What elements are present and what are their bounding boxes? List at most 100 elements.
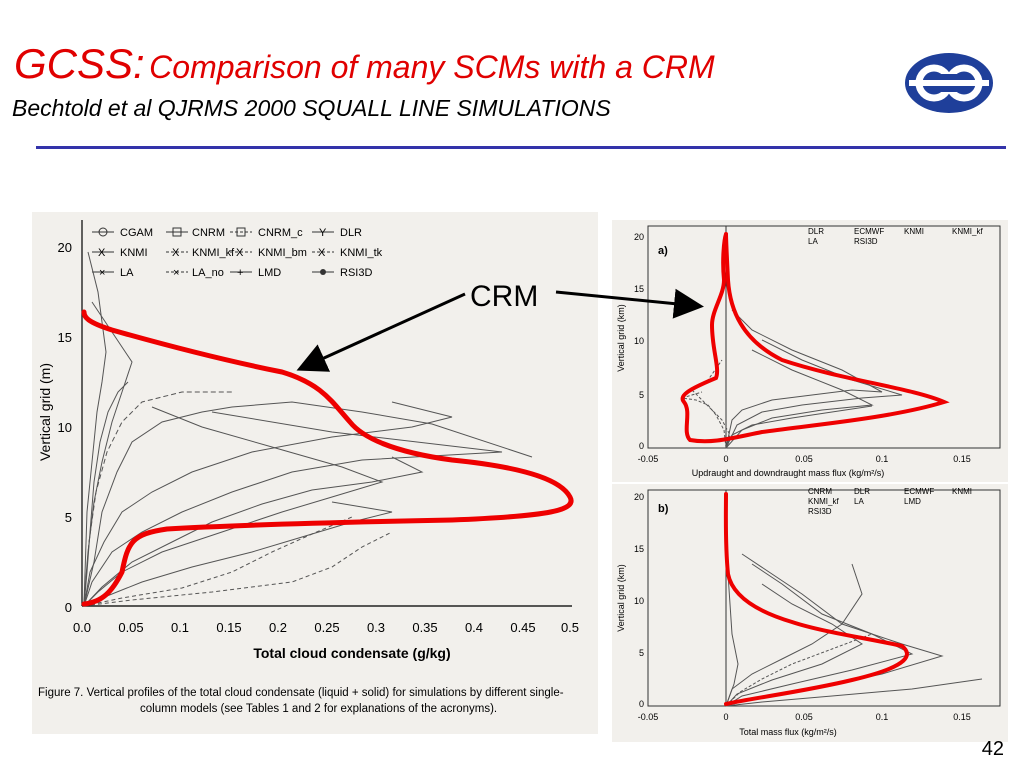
- ytick: 0: [639, 441, 644, 451]
- legend-item: LMD: [258, 267, 281, 279]
- ecmwf-logo-icon: [905, 53, 993, 113]
- xtick: 0: [723, 454, 728, 464]
- legend-item: LMD: [904, 497, 921, 506]
- right-bottom-model-profiles: [725, 553, 983, 707]
- title-rest: Comparison of many SCMs with a CRM: [149, 49, 715, 85]
- title-divider: [36, 146, 1006, 149]
- left-y-ticks: 0 5 10 15 20: [58, 240, 72, 615]
- legend-item: CNRM: [808, 487, 832, 496]
- right-bottom-figure: 0 5 10 15 20 Vertical grid (km) -0.05 0 …: [616, 487, 1001, 737]
- left-crm-curve: [81, 309, 574, 607]
- right-bottom-ylabel: Vertical grid (km): [616, 564, 626, 632]
- right-top-figure: 0 5 10 15 20 Vertical grid (km) -0.05 0 …: [616, 225, 1001, 478]
- xtick: -0.05: [638, 454, 659, 464]
- legend-item: RSI3D: [854, 237, 878, 246]
- right-top-yticks: 0 5 10 15 20: [634, 232, 644, 451]
- legend-item: LA: [120, 267, 134, 279]
- left-xtick: 0.15: [216, 620, 241, 635]
- xtick: 0.15: [953, 454, 971, 464]
- right-top-ylabel: Vertical grid (km): [616, 304, 626, 372]
- legend-item: KNMI: [120, 247, 148, 259]
- left-ytick-20: 20: [58, 240, 72, 255]
- left-xlabel: Total cloud condensate (g/kg): [253, 645, 450, 661]
- legend-item: KNMI_tk: [340, 247, 383, 259]
- legend-item: RSI3D: [808, 507, 832, 516]
- ytick: 0: [639, 699, 644, 709]
- legend-item: LA_no: [192, 267, 224, 279]
- xtick: 0.1: [876, 712, 889, 722]
- ytick: 20: [634, 232, 644, 242]
- right-bottom-xlabel: Total mass flux (kg/m²/s): [739, 727, 837, 737]
- left-xtick: 0.5: [561, 620, 579, 635]
- right-top-crm-curve: [680, 232, 950, 444]
- legend-item: DLR: [854, 487, 870, 496]
- left-caption-line2: column models (see Tables 1 and 2 for ex…: [140, 703, 497, 715]
- right-bottom-frame: [647, 489, 1001, 707]
- legend-item: CNRM: [192, 227, 225, 239]
- left-xtick: 0.0: [73, 620, 91, 635]
- xtick: 0: [723, 712, 728, 722]
- title-main: GCSS:: [14, 40, 145, 87]
- right-bottom-yticks: 0 5 10 15 20: [634, 492, 644, 709]
- left-xtick: 0.25: [314, 620, 339, 635]
- legend-item: DLR: [808, 227, 824, 236]
- slide-subtitle: Bechtold et al QJRMS 2000 SQUALL LINE SI…: [12, 95, 611, 121]
- page-number: 42: [981, 738, 1004, 760]
- left-legend: CGAM CNRM CNRM_c Y DLR X KNMI X KNMI_kf …: [92, 227, 383, 279]
- right-bottom-panel-label: b): [658, 503, 669, 515]
- slide-title: GCSS: Comparison of many SCMs with a CRM: [14, 40, 894, 88]
- left-xtick: 0.35: [412, 620, 437, 635]
- svg-text:×: ×: [173, 267, 179, 279]
- left-ytick-5: 5: [65, 510, 72, 525]
- legend-item: KNMI_kf: [192, 247, 235, 259]
- xtick: 0.15: [953, 712, 971, 722]
- left-caption-line1: Figure 7. Vertical profiles of the total…: [38, 687, 564, 699]
- left-model-profiles: [83, 251, 533, 607]
- legend-item: DLR: [340, 227, 362, 239]
- ytick: 15: [634, 544, 644, 554]
- ytick: 15: [634, 284, 644, 294]
- right-bottom-legend: CNRM DLR ECMWF KNMI KNMI_kf LA LMD RSI3D: [808, 487, 972, 516]
- right-top-frame: [647, 225, 1001, 449]
- right-top-xlabel: Updraught and downdraught mass flux (kg/…: [692, 468, 885, 478]
- legend-item: KNMI: [904, 227, 924, 236]
- left-figure: 0 5 10 15 20 Vertical grid (m) 0.0 0.05 …: [37, 220, 579, 715]
- left-ytick-10: 10: [58, 420, 72, 435]
- left-xtick: 0.05: [118, 620, 143, 635]
- legend-item: CNRM_c: [258, 227, 303, 239]
- ytick: 5: [639, 390, 644, 400]
- left-x-ticks: 0.0 0.05 0.1 0.15 0.2 0.25 0.3 0.35 0.4 …: [73, 620, 579, 635]
- xtick: -0.05: [638, 712, 659, 722]
- svg-text:X: X: [98, 247, 106, 259]
- legend-item: CGAM: [120, 227, 153, 239]
- legend-item: ECMWF: [904, 487, 934, 496]
- right-bottom-crm-curve: [723, 492, 909, 706]
- legend-item: KNMI_kf: [808, 497, 839, 506]
- right-top-panel: 0 5 10 15 20 Vertical grid (km) -0.05 0 …: [612, 220, 1008, 482]
- right-bottom-xticks: -0.05 0 0.05 0.1 0.15: [638, 712, 971, 722]
- legend-item: KNMI_bm: [258, 247, 307, 259]
- right-top-panel-label: a): [658, 245, 668, 257]
- svg-text:+: +: [237, 267, 243, 279]
- legend-item: ECMWF: [854, 227, 884, 236]
- svg-text:X: X: [318, 247, 326, 259]
- xtick: 0.05: [795, 712, 813, 722]
- legend-item: KNMI: [952, 487, 972, 496]
- left-ytick-15: 15: [58, 330, 72, 345]
- right-top-xticks: -0.05 0 0.05 0.1 0.15: [638, 454, 971, 464]
- left-xtick: 0.4: [465, 620, 483, 635]
- left-xtick: 0.2: [269, 620, 287, 635]
- left-xtick: 0.1: [171, 620, 189, 635]
- right-top-legend: DLR ECMWF KNMI KNMI_kf LA RSI3D: [808, 227, 983, 246]
- xtick: 0.05: [795, 454, 813, 464]
- left-xtick: 0.3: [367, 620, 385, 635]
- svg-text:×: ×: [99, 267, 105, 279]
- ytick: 10: [634, 596, 644, 606]
- svg-text:Y: Y: [319, 227, 327, 239]
- left-ytick-0: 0: [65, 600, 72, 615]
- legend-item: LA: [854, 497, 864, 506]
- xtick: 0.1: [876, 454, 889, 464]
- legend-item: RSI3D: [340, 267, 372, 279]
- right-bottom-panel: 0 5 10 15 20 Vertical grid (km) -0.05 0 …: [612, 484, 1008, 742]
- legend-item: KNMI_kf: [952, 227, 983, 236]
